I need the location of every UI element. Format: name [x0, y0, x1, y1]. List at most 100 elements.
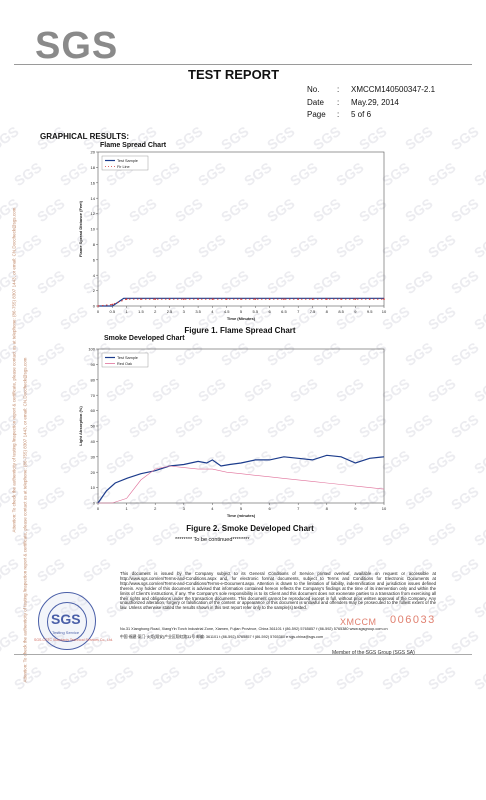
x-tick-label: 4: [211, 309, 214, 314]
y-tick-label: 70: [91, 393, 96, 398]
x-tick-label: 0: [97, 309, 100, 314]
series-point: [326, 298, 328, 300]
stamp-logo: SGS: [51, 611, 81, 627]
legend-label: Fir Line: [117, 165, 130, 169]
report-serial: 006033: [390, 614, 436, 626]
series-point: [168, 298, 171, 300]
figure-1-caption: Figure 1. Flame Spread Chart: [184, 326, 296, 335]
watermark-logo: SGS: [241, 662, 275, 694]
series-point: [354, 298, 357, 300]
y-axis-label: Flame Spread Distance (Feet): [78, 200, 83, 257]
watermark-logo: SGS: [218, 699, 251, 700]
x-tick-label: 7: [297, 506, 300, 511]
watermark-logo: SGS: [379, 662, 413, 694]
watermark-logo: SGS: [448, 699, 481, 700]
series-point: [97, 305, 99, 307]
watermark-logo: SGS: [402, 699, 435, 700]
x-axis-label: Time (Minutes): [227, 316, 256, 321]
watermark-logo: SGS: [264, 626, 298, 658]
series-point: [297, 298, 299, 300]
member-note: Member of the SGS Group (SGS SA): [332, 650, 415, 656]
x-tick-label: 4.5: [224, 309, 230, 314]
x-tick-label: 1: [125, 506, 128, 511]
watermark-logo: SGS: [80, 699, 113, 700]
watermark-logo: SGS: [333, 662, 367, 694]
y-axis-label: Light Absorption (%): [78, 406, 83, 446]
watermark-logo: SGS: [356, 699, 389, 700]
flame-spread-chart: 0 2 4 6 8 10 12 14 16 18 20 0 0.5 1 1.5 2 2.5 3 3.5 4 4.5 5 5.…: [78, 150, 387, 321]
watermark-logo: SGS: [34, 554, 68, 586]
series-point: [311, 298, 314, 300]
watermark-logo: SGS: [103, 662, 137, 694]
watermark-logo: SGS: [34, 266, 68, 298]
watermark-logo: SGS: [57, 662, 91, 694]
watermark-logo: SGS: [402, 194, 436, 226]
smoke-chart-title: Smoke Developed Chart: [104, 335, 185, 342]
watermark-logo: SGS: [425, 302, 459, 334]
x-tick-label: 8: [326, 506, 329, 511]
watermark-logo: SGS: [425, 518, 459, 550]
y-tick-label: 0: [93, 501, 96, 506]
legend-label: Red Oak: [117, 362, 132, 366]
stamp-company-name: SGS-CSTC Standards Technical Services Co…: [34, 638, 114, 642]
y-tick-label: 60: [91, 408, 96, 413]
watermark-logo: SGS: [471, 158, 486, 190]
watermark-logo: SGS: [287, 662, 321, 694]
x-tick-label: 2: [154, 506, 157, 511]
meta-sep: :: [337, 97, 340, 107]
x-tick-label: 3: [183, 506, 186, 511]
watermark-logo: SGS: [448, 122, 482, 154]
x-tick-label: 6: [268, 506, 271, 511]
series-line-1: [98, 465, 385, 504]
x-tick-label: 10: [382, 309, 387, 314]
y-tick-label: 20: [91, 470, 96, 475]
y-tick-label: 10: [91, 227, 96, 232]
x-tick-label: 9.5: [367, 309, 373, 314]
legend-label: Test Sample: [117, 159, 138, 163]
x-tick-label: 2: [154, 309, 157, 314]
watermark-logo: SGS: [448, 194, 482, 226]
watermark-logo: SGS: [471, 590, 486, 622]
meta-sep: :: [337, 110, 340, 119]
header-rule: [14, 64, 472, 65]
plot-frame: [97, 151, 385, 307]
series-point: [183, 298, 185, 300]
watermark-logo: SGS: [448, 338, 482, 370]
y-tick-label: 80: [91, 377, 96, 382]
meta-key: Date: [307, 97, 324, 107]
watermark-logo: SGS: [471, 518, 486, 550]
watermark-logo: SGS: [34, 699, 67, 700]
meta-value: May.29, 2014: [351, 97, 399, 107]
x-tick-label: 9: [354, 506, 357, 511]
watermark-logo: SGS: [126, 699, 159, 700]
watermark-logo: SGS: [218, 626, 252, 658]
x-tick-label: 8.5: [338, 309, 344, 314]
report-title: TEST REPORT: [188, 67, 280, 82]
y-tick-label: 100: [88, 347, 95, 352]
watermark-logo: SGS: [34, 410, 68, 442]
x-tick-label: 1.5: [138, 309, 144, 314]
x-tick-label: 2.5: [167, 309, 173, 314]
watermark-logo: SGS: [448, 410, 482, 442]
watermark-logo: SGS: [425, 662, 459, 694]
watermark-logo: SGS: [34, 482, 68, 514]
watermark-logo: SGS: [172, 699, 205, 700]
series-point: [268, 298, 271, 300]
y-tick-label: 0: [93, 304, 96, 309]
watermark-logo: SGS: [264, 699, 297, 700]
watermark-logo: SGS: [402, 482, 436, 514]
meta-value: XMCCM140500347-2.1: [351, 85, 436, 94]
series-point: [240, 298, 242, 300]
report-code: XMCCM: [340, 617, 377, 627]
stamp-inner-ring: [47, 602, 87, 642]
x-axis-label: Time (minutes): [227, 513, 256, 518]
x-tick-label: 6.5: [281, 309, 287, 314]
watermark-logo: SGS: [448, 266, 482, 298]
smoke-developed-chart: 0 10 20 30 40 50 60 70 80 90 100 0 1 2 3 4 5 6 7 8 9 10 Time (…: [78, 347, 387, 518]
stamp-subtitle: Testing Service: [52, 630, 80, 635]
series-point: [383, 298, 385, 300]
y-tick-label: 50: [91, 424, 96, 429]
series-point: [283, 298, 285, 300]
x-tick-label: 5.5: [253, 309, 259, 314]
watermark-logo: SGS: [195, 662, 229, 694]
